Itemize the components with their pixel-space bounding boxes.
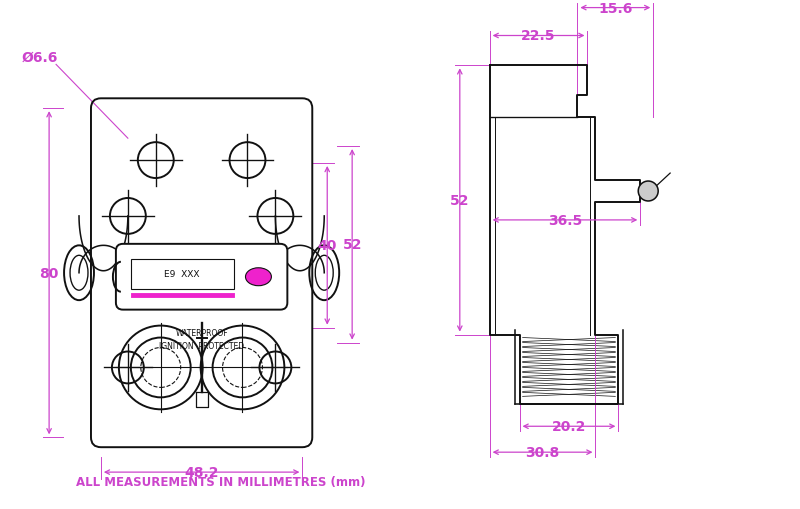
Bar (131, 259, 234, 289)
Text: 52: 52 (342, 238, 362, 252)
Text: 20.2: 20.2 (552, 419, 586, 433)
Text: 48.2: 48.2 (184, 465, 219, 479)
Ellipse shape (246, 268, 271, 286)
Text: 40: 40 (318, 239, 337, 253)
Text: Ø6.6: Ø6.6 (21, 50, 58, 64)
Text: ALL MEASUREMENTS IN MILLIMETRES (mm): ALL MEASUREMENTS IN MILLIMETRES (mm) (76, 475, 366, 488)
Text: 36.5: 36.5 (548, 213, 582, 228)
Circle shape (638, 182, 658, 202)
Text: IGNITION  PROTECTED: IGNITION PROTECTED (159, 342, 244, 350)
Text: WATERPROOF: WATERPROOF (175, 328, 228, 337)
Text: 80: 80 (39, 266, 58, 280)
FancyBboxPatch shape (116, 244, 287, 310)
Text: 15.6: 15.6 (598, 2, 633, 16)
Text: E9  XXX: E9 XXX (165, 270, 200, 279)
Text: 30.8: 30.8 (526, 445, 560, 459)
Text: 52: 52 (450, 193, 470, 208)
Text: 22.5: 22.5 (522, 30, 556, 43)
